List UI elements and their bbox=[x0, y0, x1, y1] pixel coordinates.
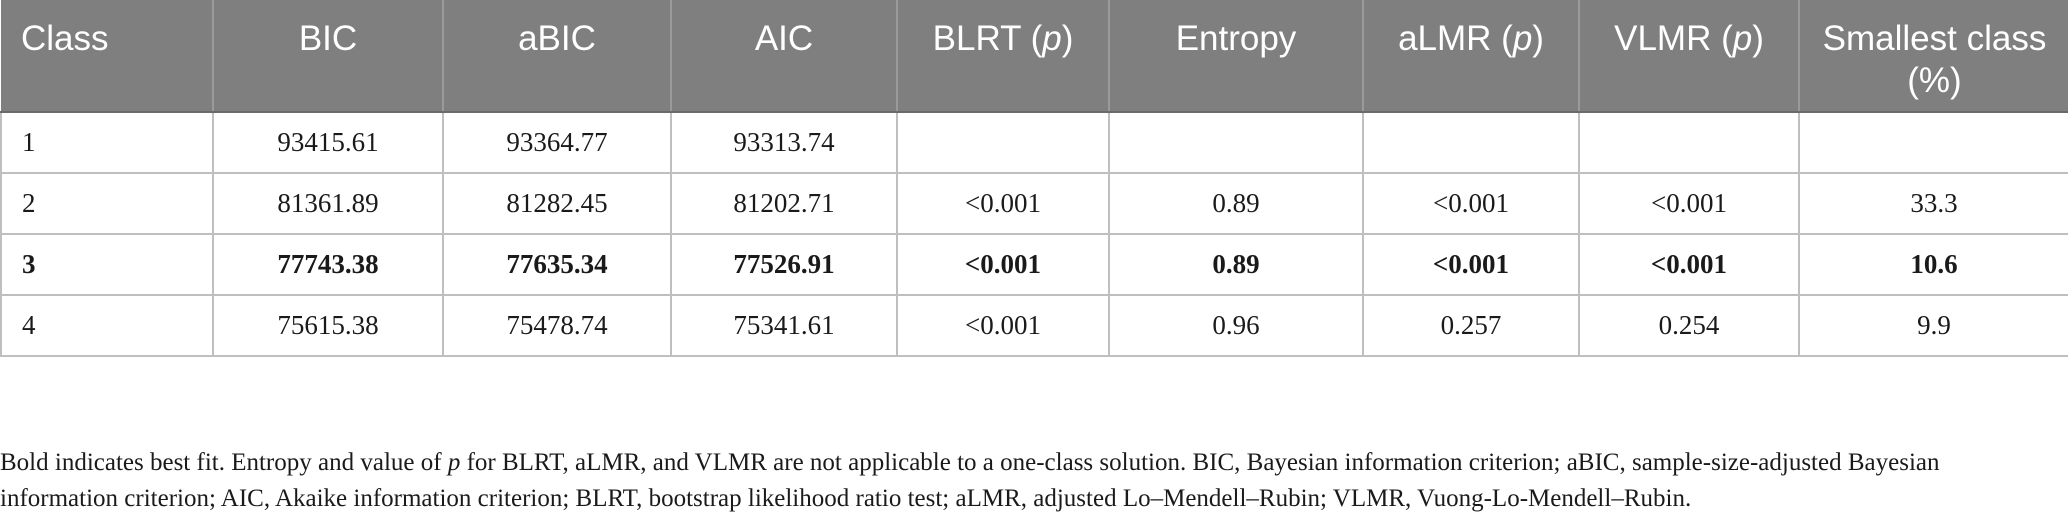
header-vlmr: VLMR (p) bbox=[1579, 0, 1800, 113]
cell-class: 3 bbox=[0, 234, 214, 296]
table-row: 1 93415.61 93364.77 93313.74 bbox=[0, 112, 2068, 174]
cell-bic: 93415.61 bbox=[213, 112, 444, 174]
cell-class: 4 bbox=[0, 295, 214, 357]
cell-bic: 81361.89 bbox=[213, 173, 444, 235]
cell-abic: 77635.34 bbox=[443, 234, 672, 296]
header-blrt-italic: p bbox=[1042, 19, 1062, 58]
header-almr: aLMR (p) bbox=[1363, 0, 1580, 113]
cell-abic: 75478.74 bbox=[443, 295, 672, 357]
cell-entropy: 0.89 bbox=[1109, 234, 1364, 296]
footnote-part2: for BLRT, aLMR, and VLMR are not applica… bbox=[0, 449, 1940, 512]
cell-smallest-class bbox=[1799, 112, 2068, 174]
header-almr-suffix: ) bbox=[1532, 19, 1544, 58]
header-vlmr-italic: p bbox=[1732, 19, 1753, 58]
cell-abic: 81282.45 bbox=[443, 173, 672, 235]
cell-bic: 77743.38 bbox=[213, 234, 444, 296]
header-vlmr-suffix: ) bbox=[1752, 19, 1764, 58]
cell-almr bbox=[1363, 112, 1580, 174]
cell-blrt: <0.001 bbox=[897, 295, 1110, 357]
cell-vlmr: <0.001 bbox=[1579, 173, 1800, 235]
cell-almr: <0.001 bbox=[1363, 234, 1580, 296]
footnote-italic-p: p bbox=[447, 449, 461, 476]
header-almr-italic: p bbox=[1512, 19, 1533, 58]
header-row: Class BIC aBIC AIC BLRT (p) Entropy aLMR… bbox=[1, 0, 2068, 113]
cell-aic: 77526.91 bbox=[671, 234, 898, 296]
cell-vlmr: <0.001 bbox=[1579, 234, 1800, 296]
header-abic: aBIC bbox=[443, 0, 672, 113]
header-smallest-class: Smallest class (%) bbox=[1799, 0, 2068, 113]
table-row: 4 75615.38 75478.74 75341.61 <0.001 0.96… bbox=[0, 295, 2068, 357]
header-blrt: BLRT (p) bbox=[897, 0, 1110, 113]
cell-abic: 93364.77 bbox=[443, 112, 672, 174]
cell-entropy bbox=[1109, 112, 1364, 174]
footnote-part1: Bold indicates best fit. Entropy and val… bbox=[0, 449, 448, 476]
table-footnote: Bold indicates best fit. Entropy and val… bbox=[0, 445, 2060, 517]
cell-blrt bbox=[897, 112, 1110, 174]
cell-blrt: <0.001 bbox=[897, 173, 1110, 235]
header-blrt-suffix: ) bbox=[1061, 19, 1074, 58]
model-fit-table: Class BIC aBIC AIC BLRT (p) Entropy aLMR… bbox=[0, 0, 2068, 357]
header-entropy: Entropy bbox=[1109, 0, 1364, 113]
cell-smallest-class: 33.3 bbox=[1799, 173, 2068, 235]
table-row-best-fit: 3 77743.38 77635.34 77526.91 <0.001 0.89… bbox=[0, 234, 2068, 296]
header-aic: AIC bbox=[671, 0, 898, 113]
header-bic: BIC bbox=[213, 0, 444, 113]
cell-almr: <0.001 bbox=[1363, 173, 1580, 235]
cell-class: 1 bbox=[0, 112, 214, 174]
cell-entropy: 0.96 bbox=[1109, 295, 1364, 357]
cell-aic: 93313.74 bbox=[671, 112, 898, 174]
cell-aic: 75341.61 bbox=[671, 295, 898, 357]
cell-vlmr: 0.254 bbox=[1579, 295, 1800, 357]
cell-bic: 75615.38 bbox=[213, 295, 444, 357]
header-class: Class bbox=[1, 0, 214, 113]
cell-almr: 0.257 bbox=[1363, 295, 1580, 357]
cell-vlmr bbox=[1579, 112, 1800, 174]
table-row: 2 81361.89 81282.45 81202.71 <0.001 0.89… bbox=[0, 173, 2068, 235]
cell-blrt: <0.001 bbox=[897, 234, 1110, 296]
cell-smallest-class: 9.9 bbox=[1799, 295, 2068, 357]
cell-aic: 81202.71 bbox=[671, 173, 898, 235]
header-blrt-prefix: BLRT ( bbox=[932, 19, 1043, 58]
model-fit-table-container: Class BIC aBIC AIC BLRT (p) Entropy aLMR… bbox=[0, 0, 2068, 357]
cell-entropy: 0.89 bbox=[1109, 173, 1364, 235]
cell-class: 2 bbox=[0, 173, 214, 235]
cell-smallest-class: 10.6 bbox=[1799, 234, 2068, 296]
header-vlmr-prefix: VLMR ( bbox=[1614, 19, 1733, 58]
header-almr-prefix: aLMR ( bbox=[1398, 19, 1513, 58]
